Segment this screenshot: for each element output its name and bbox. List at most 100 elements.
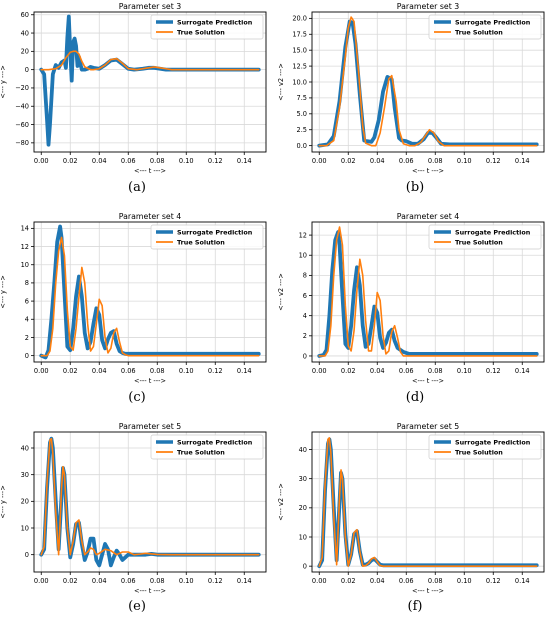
y-tick-label: 0 bbox=[25, 551, 29, 559]
legend-label: Surrogate Prediction bbox=[177, 228, 253, 236]
x-tick-label: 0.14 bbox=[515, 577, 530, 585]
y-tick-label: 17.5 bbox=[292, 31, 307, 39]
x-tick-label: 0.02 bbox=[63, 577, 78, 585]
chart-svg-f: 0.00 0.02 0.04 0.06 0.08 0.10 0.12 0.14 0 10 20 30 4… bbox=[277, 422, 545, 595]
series-true-solution-line bbox=[40, 236, 260, 357]
y-tick-label: 20 bbox=[299, 504, 307, 512]
x-tick-label: 0.04 bbox=[92, 157, 107, 165]
legend-box bbox=[428, 14, 542, 40]
y-tick-label: 0 bbox=[25, 66, 29, 74]
plot-frame bbox=[33, 431, 267, 573]
x-tick-label: 0.14 bbox=[515, 157, 530, 165]
y-tick-label: 4 bbox=[25, 316, 29, 324]
y-axis-label: <--- v2 ---> bbox=[277, 63, 285, 101]
series-true-solution-line bbox=[318, 437, 538, 567]
plot-frame bbox=[311, 431, 545, 573]
chart-svg-b: 0.00 0.02 0.04 0.06 0.08 0.10 0.12 0.14 0.0 2.5 5.… bbox=[277, 2, 545, 175]
y-tick-label: 30 bbox=[21, 471, 29, 479]
y-tick-label: 40 bbox=[21, 444, 29, 452]
y-tick-label: 0 bbox=[303, 352, 307, 360]
y-tick-label: 4 bbox=[303, 312, 307, 320]
y-tick-label: 12 bbox=[299, 231, 307, 239]
legend: Surrogate Prediction True Solution bbox=[428, 434, 542, 460]
x-tick-label: 0.00 bbox=[34, 577, 49, 585]
chart-title: Parameter set 4 bbox=[119, 212, 181, 221]
chart-panel-d: 0.00 0.02 0.04 0.06 0.08 0.10 0.12 0.14 0 2 4 6 8 10 1… bbox=[277, 210, 548, 385]
legend-label: True Solution bbox=[177, 448, 225, 456]
caption-c: (c) bbox=[128, 390, 146, 405]
y-tick-label: −20 bbox=[15, 84, 29, 92]
x-tick-label: 0.02 bbox=[63, 157, 78, 165]
x-tick-label: 0.14 bbox=[237, 157, 252, 165]
x-tick-label: 0.08 bbox=[150, 157, 165, 165]
x-tick-label: 0.06 bbox=[121, 367, 136, 375]
y-tick-label: −40 bbox=[15, 103, 29, 111]
chart-panel-a: 0.00 0.02 0.04 0.06 0.08 0.10 0.12 0.14 −80 −60 −4… bbox=[0, 0, 270, 175]
x-tick-label: 0.00 bbox=[312, 367, 327, 375]
x-tick-label: 0.08 bbox=[150, 577, 165, 585]
x-tick-label: 0.06 bbox=[121, 577, 136, 585]
legend-label: Surrogate Prediction bbox=[177, 438, 253, 446]
x-tick-label: 0.14 bbox=[515, 367, 530, 375]
chart-svg-c: 0.00 0.02 0.04 0.06 0.08 0.10 0.12 0.14 0 2 4 6 8 10 1… bbox=[0, 212, 267, 385]
y-tick-label: 5.0 bbox=[297, 110, 308, 118]
y-tick-label: 40 bbox=[21, 29, 29, 37]
series-true-solution-line bbox=[40, 437, 260, 556]
x-tick-label: 0.02 bbox=[63, 367, 78, 375]
x-tick-label: 0.10 bbox=[457, 367, 472, 375]
y-tick-label: 60 bbox=[21, 11, 29, 19]
x-tick-label: 0.00 bbox=[34, 157, 49, 165]
y-tick-label: 10 bbox=[21, 524, 29, 532]
chart-panel-f: 0.00 0.02 0.04 0.06 0.08 0.10 0.12 0.14 0 10 20 30 4… bbox=[277, 420, 548, 595]
series-surrogate-line bbox=[317, 230, 539, 358]
x-tick-label: 0.02 bbox=[341, 577, 356, 585]
y-tick-label: 6 bbox=[303, 292, 307, 300]
y-tick-label: 10.0 bbox=[292, 78, 307, 86]
x-tick-label: 0.12 bbox=[208, 367, 223, 375]
x-tick-label: 0.04 bbox=[370, 577, 385, 585]
chart-svg-a: 0.00 0.02 0.04 0.06 0.08 0.10 0.12 0.14 −80 −60 −4… bbox=[0, 2, 267, 175]
legend-label: Surrogate Prediction bbox=[455, 228, 531, 236]
legend: Surrogate Prediction True Solution bbox=[150, 224, 264, 250]
legend: Surrogate Prediction True Solution bbox=[150, 14, 264, 40]
y-tick-label: 14 bbox=[21, 225, 29, 233]
legend-label: Surrogate Prediction bbox=[177, 18, 253, 26]
y-tick-label: 15.0 bbox=[292, 46, 307, 54]
legend-box bbox=[150, 224, 264, 250]
plot-frame bbox=[33, 11, 267, 153]
y-tick-label: 10 bbox=[21, 261, 29, 269]
x-tick-label: 0.06 bbox=[121, 157, 136, 165]
x-tick-label: 0.04 bbox=[92, 367, 107, 375]
chart-svg-e: 0.00 0.02 0.04 0.06 0.08 0.10 0.12 0.14 0 10 20 30 4… bbox=[0, 422, 267, 595]
x-tick-label: 0.08 bbox=[428, 577, 443, 585]
x-tick-label: 0.04 bbox=[370, 157, 385, 165]
legend: Surrogate Prediction True Solution bbox=[150, 434, 264, 460]
legend-label: True Solution bbox=[455, 448, 503, 456]
y-tick-label: 2 bbox=[303, 332, 307, 340]
x-tick-label: 0.12 bbox=[486, 367, 501, 375]
x-tick-label: 0.02 bbox=[341, 367, 356, 375]
series-surrogate-line bbox=[317, 19, 539, 148]
legend-label: True Solution bbox=[455, 238, 503, 246]
x-tick-label: 0.00 bbox=[312, 577, 327, 585]
legend: Surrogate Prediction True Solution bbox=[428, 224, 542, 250]
x-tick-label: 0.14 bbox=[237, 367, 252, 375]
y-tick-label: 8 bbox=[303, 272, 307, 280]
caption-d: (d) bbox=[405, 390, 425, 405]
x-tick-label: 0.14 bbox=[237, 577, 252, 585]
chart-title: Parameter set 5 bbox=[397, 422, 459, 431]
y-tick-label: 20.0 bbox=[292, 15, 307, 23]
plot-frame bbox=[33, 221, 267, 363]
x-tick-label: 0.06 bbox=[399, 367, 414, 375]
y-tick-label: 0.0 bbox=[297, 142, 308, 150]
x-tick-label: 0.10 bbox=[179, 367, 194, 375]
y-tick-label: 12.5 bbox=[292, 62, 307, 70]
plot-frame bbox=[311, 221, 545, 363]
chart-title: Parameter set 3 bbox=[119, 2, 181, 11]
y-tick-label: 7.5 bbox=[297, 94, 308, 102]
chart-title: Parameter set 5 bbox=[119, 422, 181, 431]
x-axis-label: <--- t ---> bbox=[412, 377, 444, 385]
y-tick-label: 2 bbox=[25, 334, 29, 342]
caption-a: (a) bbox=[128, 180, 146, 195]
